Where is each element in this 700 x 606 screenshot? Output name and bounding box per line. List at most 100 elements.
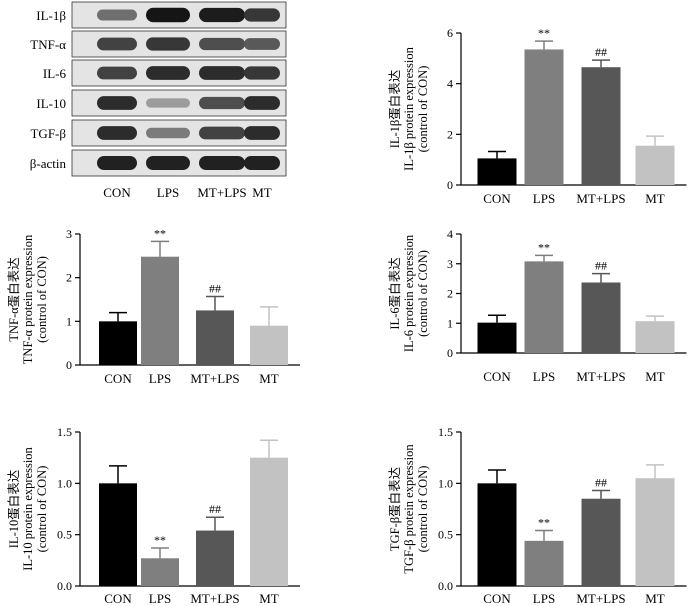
y-tick-label: 2 bbox=[447, 287, 453, 301]
y-tick-label: 2 bbox=[447, 127, 453, 141]
blot-row-label: IL-6 bbox=[43, 66, 67, 81]
significance-mark: ## bbox=[595, 45, 607, 59]
blot-band bbox=[97, 96, 137, 110]
blot-row-label: β-actin bbox=[30, 156, 67, 171]
significance-mark: ** bbox=[538, 240, 550, 254]
x-category-label: LPS bbox=[149, 371, 171, 386]
y-axis-label: (control of CON) bbox=[416, 66, 430, 153]
y-axis-label: TNF-α蛋白表达 bbox=[6, 257, 21, 342]
y-tick-label: 0.0 bbox=[438, 579, 453, 593]
blot-band bbox=[97, 37, 137, 51]
y-axis-label: (control of CON) bbox=[35, 466, 49, 553]
x-category-label: CON bbox=[483, 191, 511, 206]
blot-row-label: TGF-β bbox=[30, 126, 66, 141]
blot-lane-label: MT bbox=[252, 185, 272, 200]
bar-con bbox=[477, 483, 517, 586]
significance-mark: ** bbox=[154, 226, 166, 240]
blot-band bbox=[97, 155, 137, 171]
y-tick-label: 0.0 bbox=[57, 579, 72, 593]
bar-mt-lps bbox=[581, 67, 621, 185]
bar-mt bbox=[635, 478, 675, 586]
western-blot-panel: IL-1β TNF-α IL-6 IL-10 TGF-β β-actin CON LPS MT… bbox=[30, 1, 287, 200]
y-tick-label: 1 bbox=[447, 316, 453, 330]
x-category-label: CON bbox=[483, 591, 511, 606]
x-category-label: CON bbox=[104, 591, 132, 606]
y-axis-label: IL-1β protein expression bbox=[402, 46, 416, 170]
blot-band bbox=[199, 7, 245, 23]
blot-band bbox=[199, 66, 245, 80]
x-category-label: MT+LPS bbox=[576, 369, 625, 384]
bar-mt bbox=[635, 321, 675, 353]
y-tick-label: 2 bbox=[66, 271, 72, 285]
x-category-label: LPS bbox=[149, 591, 171, 606]
blot-band bbox=[146, 155, 190, 171]
significance-mark: ** bbox=[538, 516, 550, 530]
significance-mark: ## bbox=[209, 281, 221, 295]
y-tick-label: 1.5 bbox=[57, 425, 72, 439]
blot-lane-label: MT+LPS bbox=[197, 185, 246, 200]
y-tick-label: 3 bbox=[447, 257, 453, 271]
il1b-bar-chart: 0 2 4 6 CON ** LPS ## MT+LPS MT IL-1β蛋白表达 IL-1β pro… bbox=[387, 26, 687, 206]
blot-band bbox=[146, 127, 190, 139]
blot-band bbox=[97, 9, 137, 21]
x-category-label: MT bbox=[645, 191, 665, 206]
y-tick-label: 1.5 bbox=[438, 425, 453, 439]
blot-band bbox=[146, 7, 190, 23]
bar-lps bbox=[141, 256, 179, 365]
x-category-label: LPS bbox=[533, 369, 555, 384]
y-axis-label: (control of CON) bbox=[416, 250, 430, 337]
y-tick-label: 3 bbox=[66, 227, 72, 241]
blot-band bbox=[97, 126, 137, 140]
x-category-label: MT bbox=[645, 591, 665, 606]
blot-band bbox=[244, 155, 280, 171]
blot-row-label: TNF-α bbox=[30, 37, 66, 52]
bar-mt bbox=[250, 325, 288, 365]
y-tick-label: 1 bbox=[66, 314, 72, 328]
blot-row-label: IL-10 bbox=[36, 96, 66, 111]
y-tick-label: 0.5 bbox=[438, 528, 453, 542]
blot-lane-label: LPS bbox=[157, 185, 179, 200]
blot-band bbox=[146, 37, 190, 51]
y-tick-label: 1.0 bbox=[438, 476, 453, 490]
y-tick-label: 4 bbox=[447, 227, 453, 241]
y-tick-label: 6 bbox=[447, 26, 453, 40]
blot-band bbox=[244, 66, 280, 80]
y-axis-label: IL-6蛋白表达 bbox=[387, 257, 402, 330]
y-tick-label: 0 bbox=[66, 358, 72, 372]
bar-mt bbox=[250, 457, 288, 586]
tgfb-bar-chart: 0.0 0.5 1.0 1.5 CON ** LPS ## MT+LPS MT TGF-β蛋白表达 T… bbox=[387, 425, 687, 606]
blot-band bbox=[199, 155, 245, 171]
y-axis-label: (control of CON) bbox=[416, 466, 430, 553]
x-category-label: MT+LPS bbox=[190, 371, 239, 386]
significance-mark: ## bbox=[209, 502, 221, 516]
tnfa-bar-chart: 0 1 2 3 CON ** LPS ## MT+LPS MT TNF-α蛋白表达 TNF-α pro… bbox=[6, 226, 300, 386]
x-category-label: MT+LPS bbox=[190, 591, 239, 606]
blot-band bbox=[244, 96, 280, 110]
bar-lps bbox=[524, 540, 564, 586]
bar-mt-lps bbox=[581, 498, 621, 586]
x-category-label: CON bbox=[104, 371, 132, 386]
x-category-label: MT bbox=[259, 371, 279, 386]
x-category-label: CON bbox=[483, 369, 511, 384]
x-category-label: MT+LPS bbox=[576, 191, 625, 206]
bar-con bbox=[99, 483, 137, 586]
blot-band bbox=[97, 66, 137, 80]
bar-lps bbox=[524, 261, 564, 353]
bar-mt-lps bbox=[196, 310, 234, 365]
y-tick-label: 0 bbox=[447, 178, 453, 192]
blot-band bbox=[199, 37, 245, 51]
blot-band bbox=[146, 66, 190, 80]
y-axis-label: IL-10蛋白表达 bbox=[6, 469, 21, 548]
bar-lps bbox=[524, 49, 564, 185]
significance-mark: ## bbox=[595, 259, 607, 273]
y-axis-label: (control of CON) bbox=[35, 256, 49, 343]
il10-bar-chart: 0.0 0.5 1.0 1.5 CON ** LPS ## MT+LPS MT IL-10蛋白表达 I… bbox=[6, 425, 300, 606]
x-category-label: LPS bbox=[533, 591, 555, 606]
significance-mark: ** bbox=[538, 26, 550, 40]
y-tick-label: 4 bbox=[447, 77, 453, 91]
y-axis-label: IL-6 protein expression bbox=[402, 234, 416, 352]
x-category-label: MT+LPS bbox=[576, 591, 625, 606]
x-category-label: MT bbox=[259, 591, 279, 606]
y-tick-label: 0.5 bbox=[57, 528, 72, 542]
bar-mt bbox=[635, 145, 675, 185]
